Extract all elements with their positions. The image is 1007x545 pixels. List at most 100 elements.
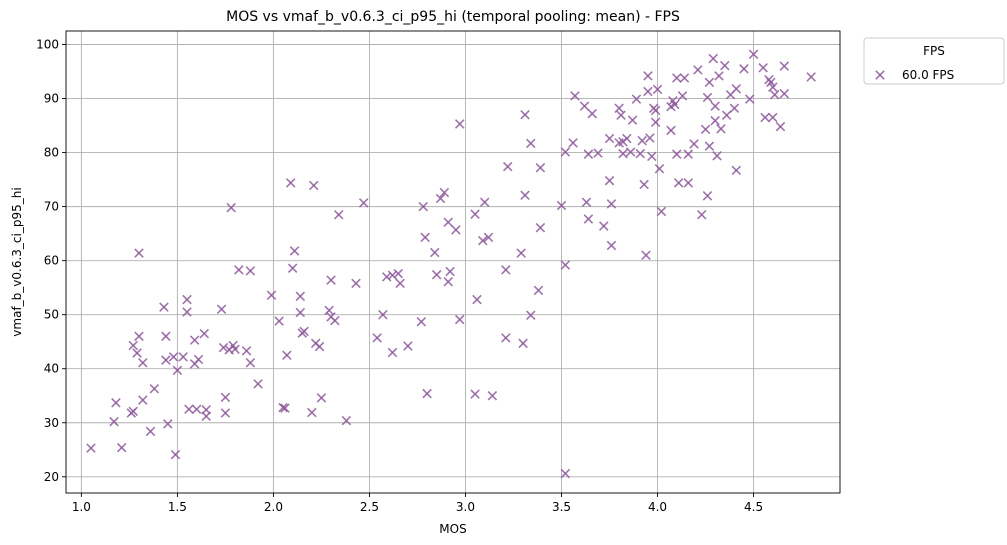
data-point xyxy=(220,392,231,403)
data-point xyxy=(501,333,511,343)
data-point xyxy=(86,443,96,453)
data-point xyxy=(625,147,636,157)
data-point xyxy=(744,94,755,104)
data-point xyxy=(768,82,778,92)
data-point xyxy=(220,408,231,418)
data-point xyxy=(443,217,453,228)
data-point xyxy=(381,272,392,282)
data-point xyxy=(748,49,759,60)
data-point xyxy=(679,73,690,83)
data-point xyxy=(429,247,440,258)
data-point xyxy=(719,60,730,71)
data-point xyxy=(583,149,594,159)
data-point xyxy=(472,294,482,305)
data-point xyxy=(330,315,340,326)
data-point xyxy=(710,101,720,111)
data-point xyxy=(604,175,615,186)
data-point xyxy=(641,250,651,261)
legend-title: FPS xyxy=(923,44,945,58)
data-point xyxy=(779,88,790,99)
legend-box xyxy=(863,37,1005,85)
data-point xyxy=(403,341,413,351)
data-point xyxy=(253,379,263,389)
data-point xyxy=(387,270,398,281)
data-point xyxy=(161,331,171,342)
data-point xyxy=(128,340,138,351)
data-point xyxy=(454,314,465,325)
data-point xyxy=(677,91,688,101)
data-point xyxy=(670,99,680,110)
data-point xyxy=(439,187,450,198)
data-point xyxy=(149,383,160,394)
data-point xyxy=(295,307,306,318)
data-point xyxy=(189,335,200,345)
data-point xyxy=(470,389,480,399)
data-point xyxy=(650,105,661,116)
data-point xyxy=(218,342,229,353)
data-point xyxy=(716,124,726,134)
data-point xyxy=(654,164,665,174)
data-point xyxy=(299,326,309,337)
data-point xyxy=(274,316,284,326)
data-point xyxy=(606,240,617,251)
data-point xyxy=(708,53,719,64)
chart-title: MOS vs vmaf_b_v0.6.3_ci_p95_hi (temporal… xyxy=(226,9,680,25)
data-point xyxy=(643,86,653,97)
data-point xyxy=(245,358,256,368)
data-point xyxy=(451,225,461,235)
data-point xyxy=(671,73,682,83)
data-point xyxy=(266,290,277,300)
data-point xyxy=(216,304,227,315)
data-point xyxy=(502,161,513,172)
data-point xyxy=(387,347,398,358)
data-point xyxy=(295,291,306,302)
data-point xyxy=(184,404,194,415)
data-point xyxy=(245,266,256,276)
data-point xyxy=(172,365,183,376)
data-point xyxy=(454,119,465,129)
data-point xyxy=(526,138,536,149)
data-point xyxy=(478,235,488,246)
legend: FPS 60.0 FPS xyxy=(863,37,1005,85)
data-point xyxy=(393,268,404,279)
x-axis-ticks: 1.0 1.5 2.0 2.5 3.0 3.5 4.0 4.5 xyxy=(72,493,763,514)
data-point xyxy=(138,358,148,368)
data-point xyxy=(721,110,732,121)
data-point xyxy=(314,341,325,352)
data-point xyxy=(201,411,211,422)
data-point xyxy=(593,148,603,158)
y-tick-label: 90 xyxy=(44,92,59,106)
data-point xyxy=(280,403,290,413)
data-point xyxy=(766,77,776,88)
y-tick-label: 30 xyxy=(44,416,59,430)
data-point xyxy=(637,135,647,146)
data-point xyxy=(435,193,446,204)
data-point xyxy=(358,198,369,208)
data-point xyxy=(526,310,536,320)
data-point xyxy=(650,117,661,128)
data-point xyxy=(163,419,173,429)
x-tick-label: 1.5 xyxy=(168,500,187,514)
data-points xyxy=(86,49,816,479)
data-point xyxy=(643,71,653,81)
data-point xyxy=(779,61,790,71)
data-point xyxy=(729,103,740,114)
data-point xyxy=(696,209,707,220)
data-point xyxy=(420,232,430,243)
data-point xyxy=(775,121,786,132)
x-tick-label: 3.0 xyxy=(456,500,475,514)
data-point xyxy=(324,305,334,316)
data-point xyxy=(581,197,592,208)
data-point xyxy=(671,149,682,159)
data-point xyxy=(704,141,715,151)
grid-lines xyxy=(66,31,840,493)
data-point xyxy=(282,350,292,360)
data-point xyxy=(560,147,571,157)
data-point xyxy=(647,151,657,162)
data-point xyxy=(161,355,171,365)
data-point xyxy=(683,149,694,159)
data-point xyxy=(710,115,720,126)
data-point xyxy=(479,197,490,208)
data-point xyxy=(666,125,676,136)
data-point xyxy=(758,62,768,73)
